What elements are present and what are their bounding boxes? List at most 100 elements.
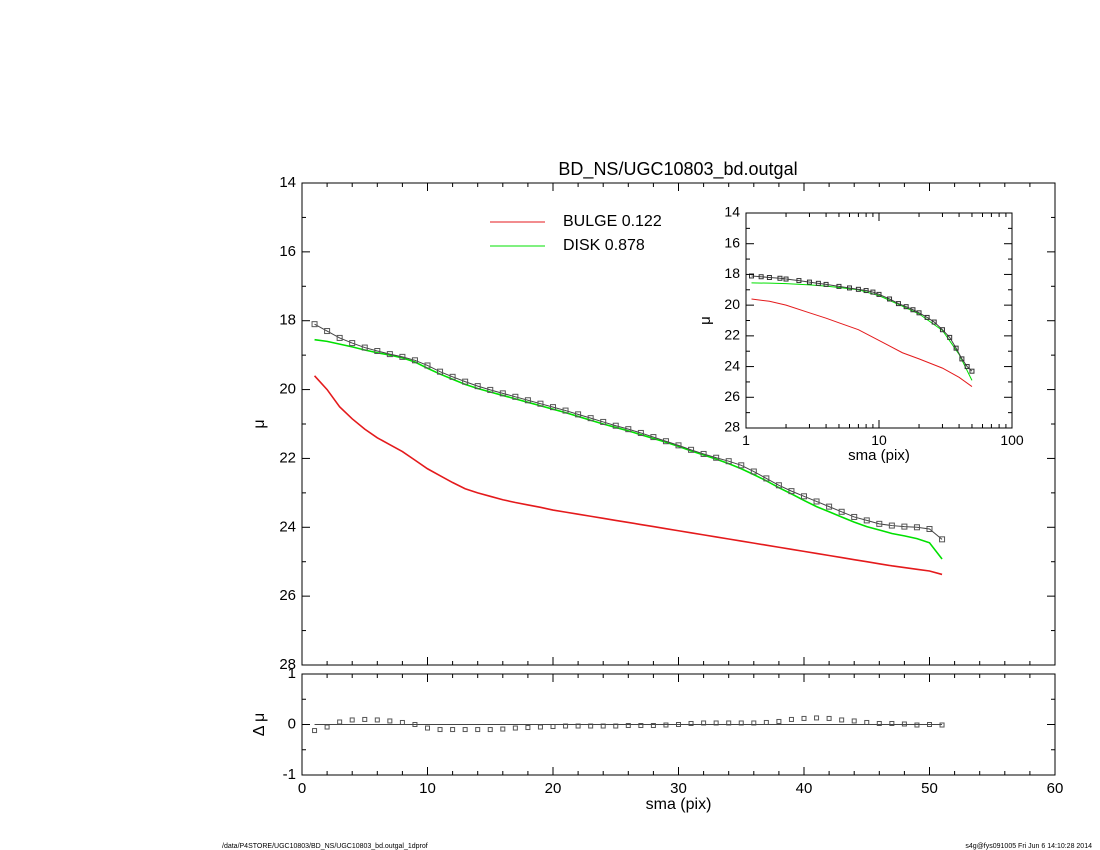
main-data-point (750, 468, 757, 475)
main-data-point (386, 351, 393, 358)
residual-data-point (788, 716, 794, 722)
inset-ytick-label: 14 (724, 204, 740, 220)
main-data-point (913, 524, 920, 531)
inset-data-point (783, 276, 789, 282)
residual-xtick-label: 0 (298, 780, 306, 797)
main-data-point (926, 526, 933, 533)
main-data-point (939, 536, 946, 543)
residual-data-point (801, 715, 807, 721)
main-data-point (675, 442, 682, 449)
residual-data-point (349, 717, 355, 723)
main-data-point (813, 498, 820, 505)
inset-ytick-label: 28 (724, 419, 740, 435)
residual-data-point (776, 718, 782, 724)
inset-data-point (931, 319, 937, 325)
residual-data-point (512, 725, 518, 731)
residual-xtick-label: 20 (545, 780, 562, 797)
inset-data-point (939, 327, 945, 333)
residual-xtick-label: 40 (796, 780, 813, 797)
inset-data-point (924, 314, 930, 320)
residual-data-point (876, 720, 882, 726)
inset-model-line (751, 275, 973, 372)
main-ytick-label: 28 (279, 656, 296, 673)
legend-label-bulge: BULGE 0.122 (563, 213, 662, 230)
residual-data-point (901, 721, 907, 727)
main-data-point (901, 523, 908, 530)
residual-data-point (425, 725, 430, 731)
main-ytick-label: 26 (279, 587, 296, 604)
main-data-point (863, 517, 870, 524)
inset-data-point (910, 307, 916, 313)
main-ytick-label: 18 (279, 312, 296, 329)
inset-data-point (947, 334, 953, 340)
inset-data-point (863, 288, 869, 294)
main-data-point (474, 383, 481, 390)
main-data-point (575, 411, 582, 418)
residual-data-point (625, 723, 631, 729)
residual-ytick-label: -1 (283, 766, 296, 783)
inset-data-point (969, 368, 975, 374)
residual-data-point (939, 722, 945, 728)
inset-xtick-label: 1 (742, 432, 750, 448)
inset-data-point (953, 345, 959, 351)
main-data-point (524, 397, 531, 404)
main-data-point (600, 418, 607, 425)
inset-data-point (876, 291, 882, 297)
legend: BULGE 0.122 DISK 0.878 (490, 213, 662, 254)
residual-data-point (663, 722, 669, 728)
residual-data-point (638, 723, 644, 729)
residual-data-point (688, 720, 694, 726)
main-data-point (688, 446, 695, 453)
residual-x-axis-title: sma (pix) (646, 796, 712, 813)
residual-data-point (525, 725, 531, 731)
inset-data-point (815, 280, 821, 286)
residual-xtick-label: 30 (670, 780, 687, 797)
main-data-point (788, 488, 795, 495)
inset-series-bulge (751, 298, 973, 387)
residual-data-point (374, 717, 380, 723)
main-data-point (625, 426, 632, 433)
main-data-point (550, 404, 556, 411)
residual-data-point (487, 727, 493, 733)
footer-left-path: /data/P4STORE/UGC10803/BD_NS/UGC10803_bd… (222, 843, 428, 850)
main-y-axis-title: μ (251, 419, 268, 428)
inset-ytick-label: 18 (724, 265, 740, 281)
residual-data-point (387, 718, 393, 724)
chart-title: BD_NS/UGC10803_bd.outgal (558, 159, 797, 180)
inset-data-point (796, 278, 802, 284)
inset-data-point (846, 285, 852, 291)
residual-data-point (399, 719, 405, 725)
main-data-point (411, 357, 418, 364)
residual-data-point (814, 715, 820, 721)
main-data-point (424, 362, 431, 369)
inset-data-point (870, 289, 876, 295)
inset-data-point (887, 296, 893, 302)
main-ytick-label: 16 (279, 243, 296, 260)
inset-x-axis-title: sma (pix) (848, 447, 910, 464)
main-data-point (888, 522, 895, 529)
main-data-point (826, 503, 833, 510)
inset-data-point (964, 364, 970, 370)
main-series-disk (314, 338, 943, 560)
main-data-point (662, 438, 669, 445)
main-data-point (650, 434, 657, 441)
residual-ytick-label: 1 (288, 665, 296, 682)
main-data-point (738, 462, 745, 469)
inset-data-point (916, 310, 922, 316)
main-data-point (637, 429, 644, 436)
residual-data-point (462, 727, 468, 733)
main-data-point (324, 328, 331, 335)
residual-data-point (826, 715, 832, 721)
inset-data-point (806, 279, 812, 285)
main-data-point (449, 373, 456, 380)
inset-ytick-label: 20 (724, 296, 740, 312)
residual-y-axis-title: Δ μ (251, 713, 268, 736)
main-data-point (700, 450, 707, 457)
inset-xtick-label: 10 (871, 432, 887, 448)
inset-data-point (766, 275, 772, 280)
main-data-point (487, 386, 494, 393)
residual-data-point (312, 728, 318, 734)
residual-data-point (864, 719, 870, 725)
